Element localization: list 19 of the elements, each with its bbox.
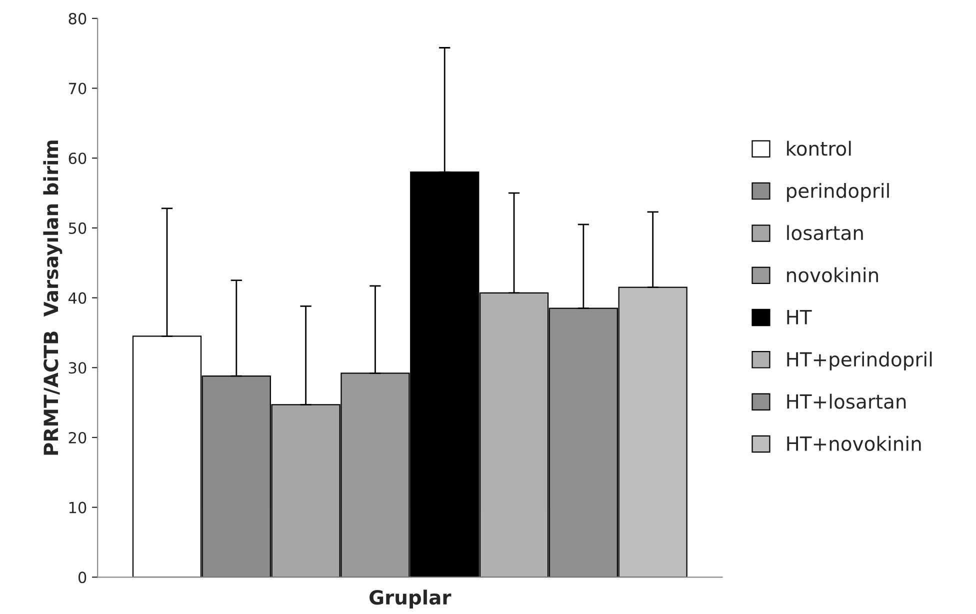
y-tick-label: 60 bbox=[68, 152, 86, 164]
y-tick-label: 70 bbox=[68, 82, 86, 94]
legend-label: HT+losartan bbox=[787, 394, 906, 409]
legend-label: HT+perindopril bbox=[787, 352, 932, 370]
legend-label: perindopril bbox=[787, 182, 889, 202]
legend-label: kontrol bbox=[787, 140, 851, 156]
y-tick-label: 0 bbox=[78, 572, 86, 584]
y-axis-title: PRMT/ACTB Varsayılan birim bbox=[43, 140, 62, 455]
legend-label: losartan bbox=[787, 225, 863, 240]
y-tick-label: 40 bbox=[68, 292, 86, 304]
y-tick-label: 50 bbox=[68, 222, 86, 234]
x-axis-title: Gruplar bbox=[370, 590, 452, 608]
legend-label: HT+novokinin bbox=[787, 436, 921, 451]
y-tick-label: 30 bbox=[68, 362, 86, 374]
y-tick-label: 80 bbox=[68, 12, 86, 24]
legend-label: novokinin bbox=[787, 267, 878, 282]
legend-label: HT bbox=[787, 310, 812, 324]
y-tick-label: 10 bbox=[69, 502, 86, 514]
y-tick-label: 20 bbox=[68, 432, 86, 444]
